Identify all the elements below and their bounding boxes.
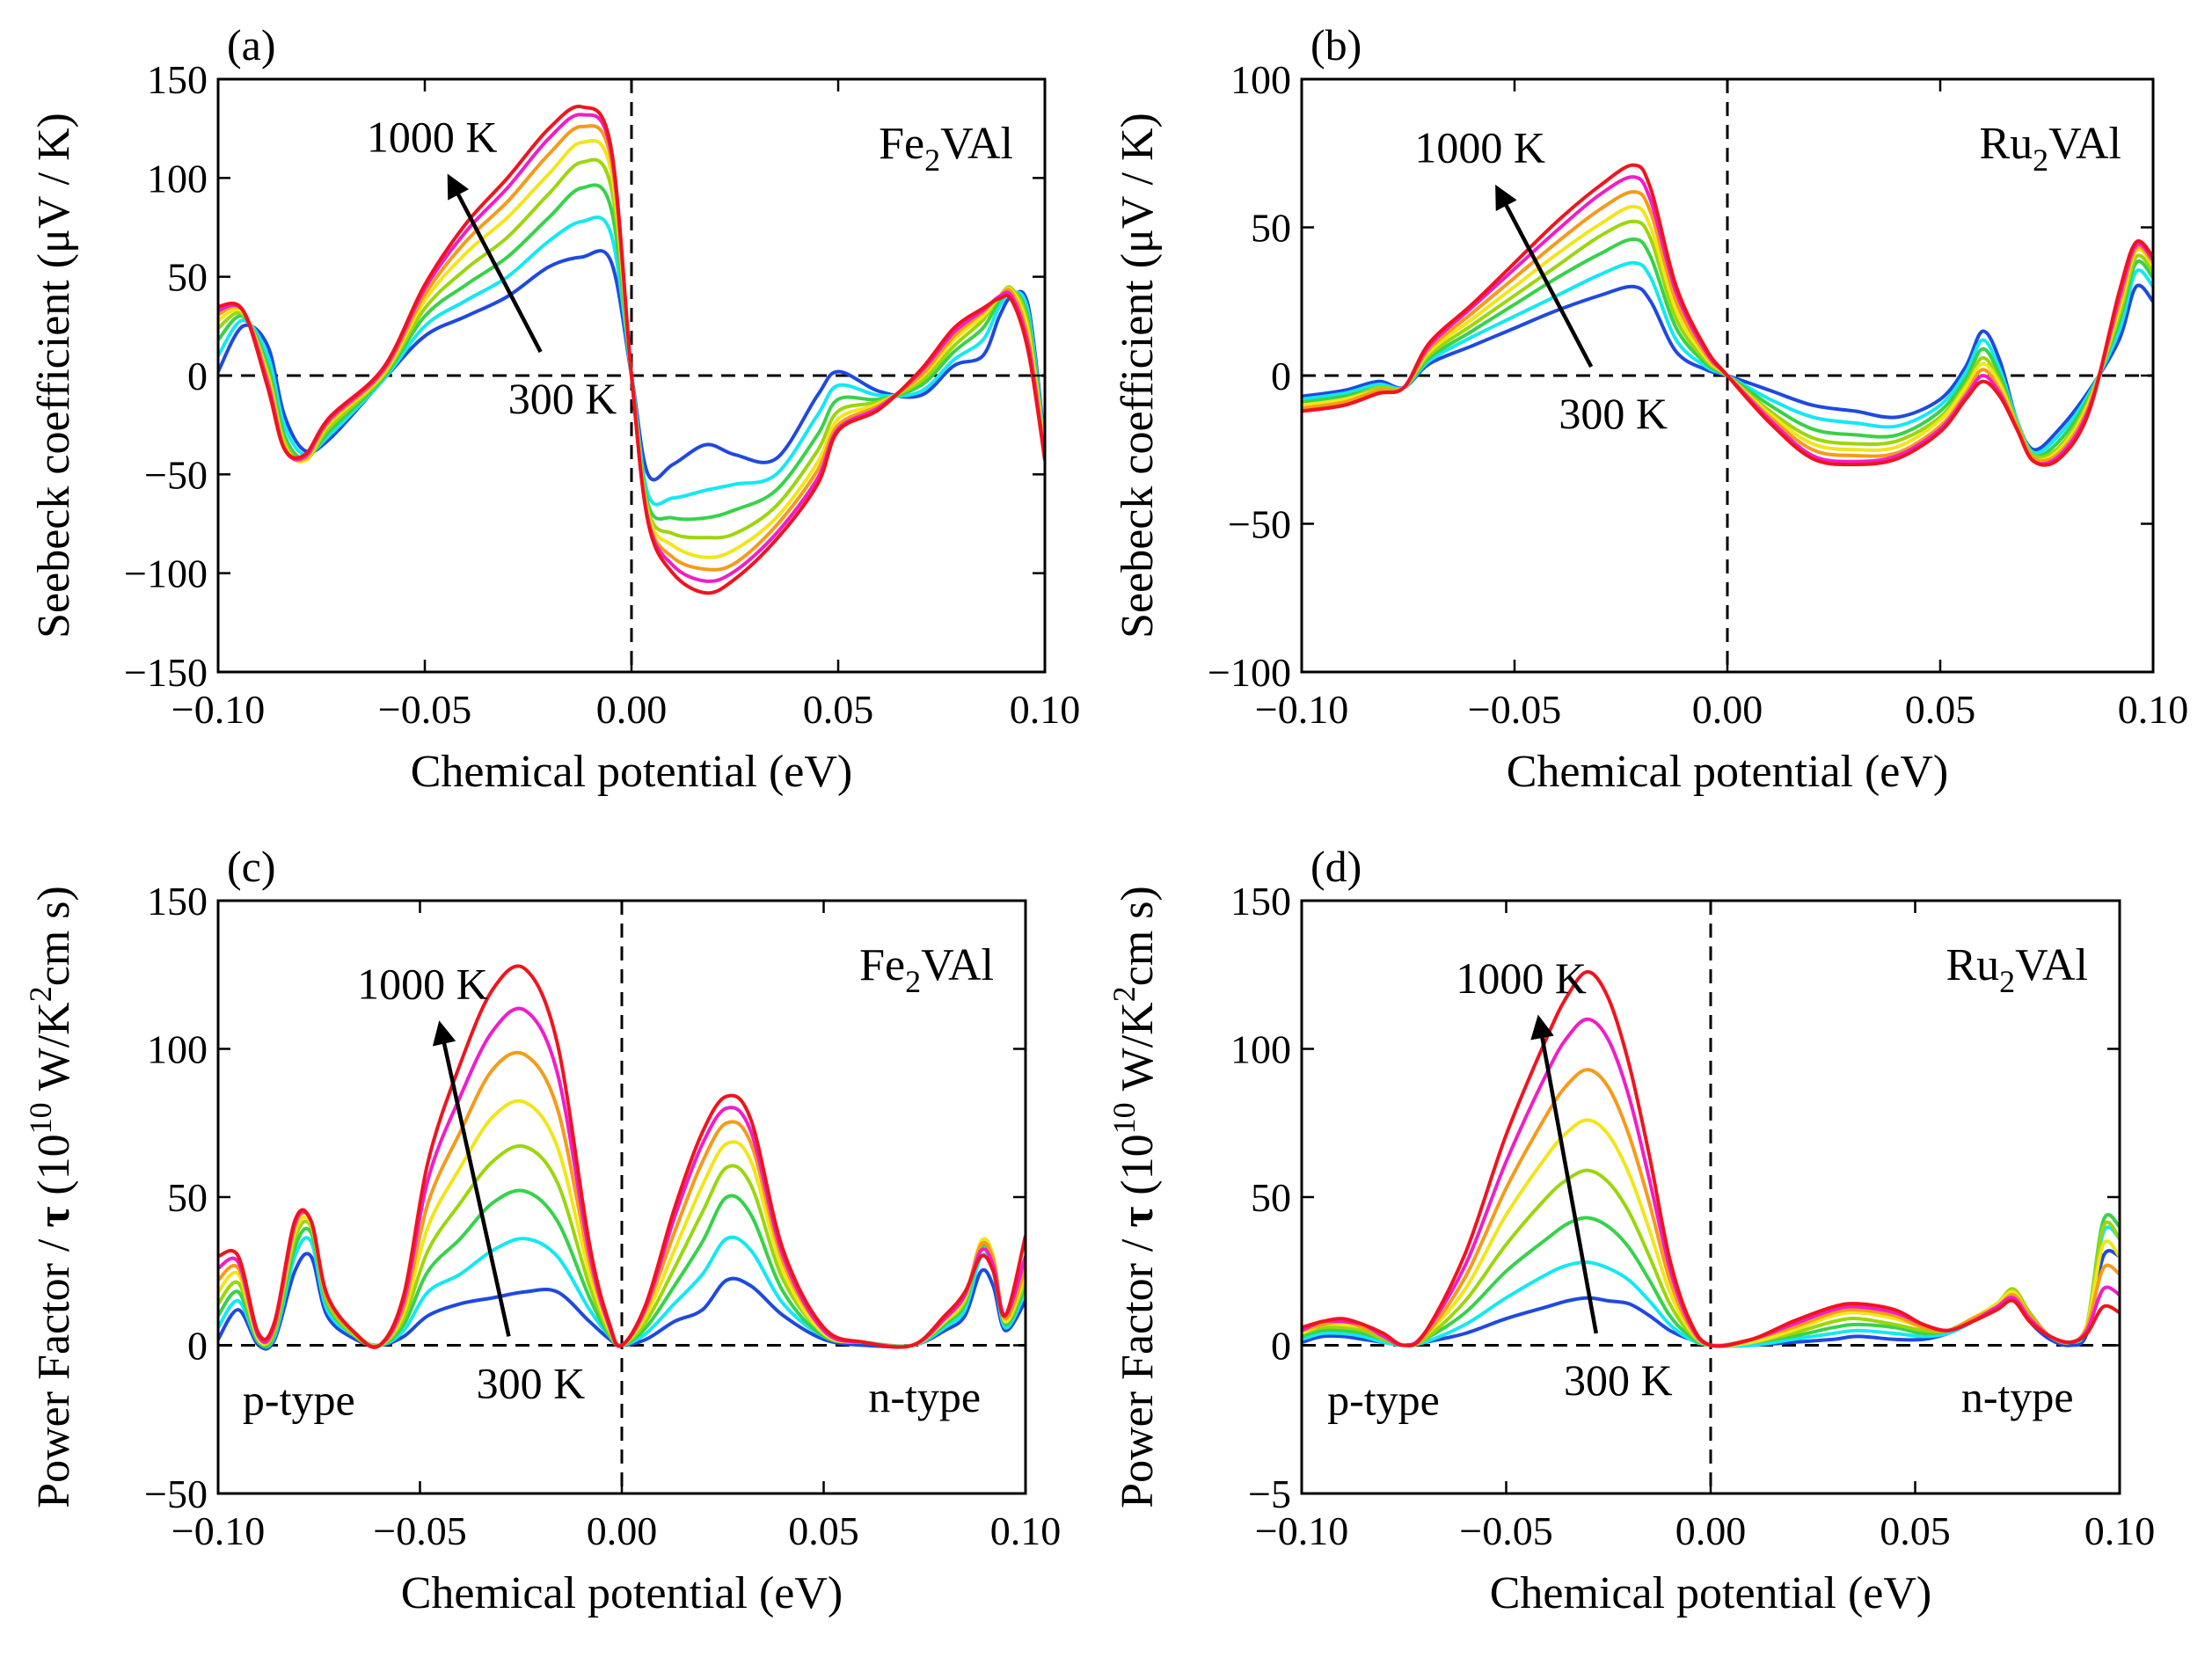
x-tick-label: 0.10 xyxy=(990,1508,1062,1553)
y-tick-label: 150 xyxy=(147,879,208,924)
arrow-label-high: 1000 K xyxy=(1414,123,1545,172)
x-tick-label: 0.05 xyxy=(788,1508,859,1553)
chart-panel-d: −0.10 −0.05 0.00 0.05 0.10 −5 0 50 100 150 Chemica… xyxy=(1106,842,2155,1618)
x-tick-label: 0.05 xyxy=(1905,687,1976,732)
temperature-arrow xyxy=(1495,184,1594,368)
series-line-800k xyxy=(1302,190,2153,464)
chart-panel-c: −0.10 −0.05 0.00 0.05 0.10 −50 0 50 100 150 Chemic… xyxy=(23,842,1061,1618)
arrow-label-low: 300 K xyxy=(1559,389,1668,438)
series-line-400k xyxy=(1302,260,2153,455)
y-tick-label: 100 xyxy=(147,1027,208,1072)
x-tick-label: 0.10 xyxy=(1010,687,1081,732)
y-tick-label: −50 xyxy=(144,1471,208,1516)
x-tick-label: 0.10 xyxy=(2118,687,2189,732)
material-label: Fe2VAl xyxy=(859,940,994,999)
arrow-label-low: 300 K xyxy=(477,1358,586,1407)
arrow-label-high: 1000 K xyxy=(1456,953,1587,1003)
y-axis-label: Seebeck coefficient (μV / K) xyxy=(29,113,79,639)
y-tick-label: 50 xyxy=(167,1175,208,1220)
y-tick-label: 0 xyxy=(1271,354,1291,398)
x-tick-label: 0.10 xyxy=(2084,1508,2156,1553)
n-type-label: n-type xyxy=(1961,1372,2074,1421)
x-axis-label: Chemical potential (eV) xyxy=(1490,1568,1931,1618)
y-axis-label: Seebeck coefficient (μV / K) xyxy=(1113,113,1163,639)
series-line-500k xyxy=(1302,237,2153,458)
series-line-600k xyxy=(1302,219,2153,459)
x-tick-label: 0.00 xyxy=(1675,1508,1747,1553)
panel-label: (b) xyxy=(1310,20,1362,69)
x-tick-label: −0.10 xyxy=(1255,1508,1348,1553)
panel-label: (c) xyxy=(227,842,276,891)
x-tick-label: 0.00 xyxy=(596,687,668,732)
x-tick-label: −0.05 xyxy=(378,687,471,732)
series-lines xyxy=(1302,969,2120,1348)
material-label: Ru2VAl xyxy=(1946,940,2088,999)
x-tick-label: −0.10 xyxy=(1255,687,1348,732)
series-lines xyxy=(1302,163,2153,467)
y-tick-label: 50 xyxy=(1251,1175,1291,1220)
material-label: Fe2VAl xyxy=(879,119,1013,178)
material-label: Ru2VAl xyxy=(1979,119,2121,178)
y-tick-label: −50 xyxy=(144,452,208,497)
y-tick-label: 50 xyxy=(167,255,208,300)
series-lines xyxy=(218,964,1026,1351)
arrow-label-low: 300 K xyxy=(508,374,617,423)
y-tick-label: 0 xyxy=(1271,1324,1291,1369)
series-line-700k xyxy=(1302,204,2153,463)
temperature-arrow xyxy=(432,1020,511,1337)
y-tick-label: 150 xyxy=(1230,879,1291,924)
x-axis-label: Chemical potential (eV) xyxy=(401,1568,843,1618)
x-axis-label: Chemical potential (eV) xyxy=(411,747,852,797)
x-tick-label: −0.10 xyxy=(172,687,265,732)
series-line-900k xyxy=(1302,175,2153,466)
x-tick-label: −0.10 xyxy=(172,1508,265,1553)
series-lines xyxy=(218,105,1045,595)
chart-panel-a: −0.10 −0.05 0.00 0.05 0.10 −150 −100 −50 0 50 100 1… xyxy=(29,20,1080,797)
arrow-label-high: 1000 K xyxy=(357,960,488,1009)
y-tick-label: 0 xyxy=(187,354,208,398)
arrow-label-low: 300 K xyxy=(1564,1355,1673,1405)
p-type-label: p-type xyxy=(243,1376,355,1425)
temperature-arrow xyxy=(1530,1014,1599,1334)
x-tick-label: −0.05 xyxy=(1459,1508,1552,1553)
p-type-label: p-type xyxy=(1327,1376,1440,1425)
y-tick-label: 100 xyxy=(1230,1027,1291,1072)
y-tick-label: 100 xyxy=(147,156,208,201)
series-line-300k xyxy=(218,249,1045,482)
series-line-1000k xyxy=(218,105,1045,595)
y-tick-label: −150 xyxy=(124,650,208,695)
x-tick-label: −0.05 xyxy=(1468,687,1561,732)
chart-panel-b: −0.10 −0.05 0.00 0.05 0.10 −100 −50 0 50 100 Chemi… xyxy=(1113,20,2188,797)
series-line-1000k xyxy=(1302,163,2153,467)
x-tick-label: 0.05 xyxy=(1880,1508,1951,1553)
y-tick-label: 150 xyxy=(147,57,208,102)
y-axis-label: Power Factor / τ (1010 W/K2cm s) xyxy=(23,886,79,1508)
temperature-arrow xyxy=(447,173,543,354)
x-tick-label: 0.00 xyxy=(587,1508,658,1553)
x-tick-label: 0.00 xyxy=(1692,687,1763,732)
series-line-1000k xyxy=(1302,969,2120,1348)
series-line-300k xyxy=(1302,283,2153,452)
y-tick-label: 50 xyxy=(1251,206,1291,251)
panel-label: (a) xyxy=(227,20,276,69)
x-tick-label: 0.05 xyxy=(803,687,874,732)
y-tick-label: −50 xyxy=(1228,502,1291,547)
y-tick-label: −5 xyxy=(1248,1471,1291,1516)
series-line-1000k xyxy=(218,964,1026,1349)
n-type-label: n-type xyxy=(868,1372,981,1421)
y-axis-label: Power Factor / τ (1010 W/K2cm s) xyxy=(1106,886,1163,1508)
y-tick-label: −100 xyxy=(124,551,208,596)
y-tick-label: 0 xyxy=(187,1324,208,1369)
x-tick-label: −0.05 xyxy=(373,1508,466,1553)
x-axis-label: Chemical potential (eV) xyxy=(1507,747,1948,797)
y-tick-label: −100 xyxy=(1208,650,1291,695)
y-tick-label: 100 xyxy=(1230,57,1291,102)
arrow-label-high: 1000 K xyxy=(367,112,498,161)
panel-label: (d) xyxy=(1310,842,1362,891)
